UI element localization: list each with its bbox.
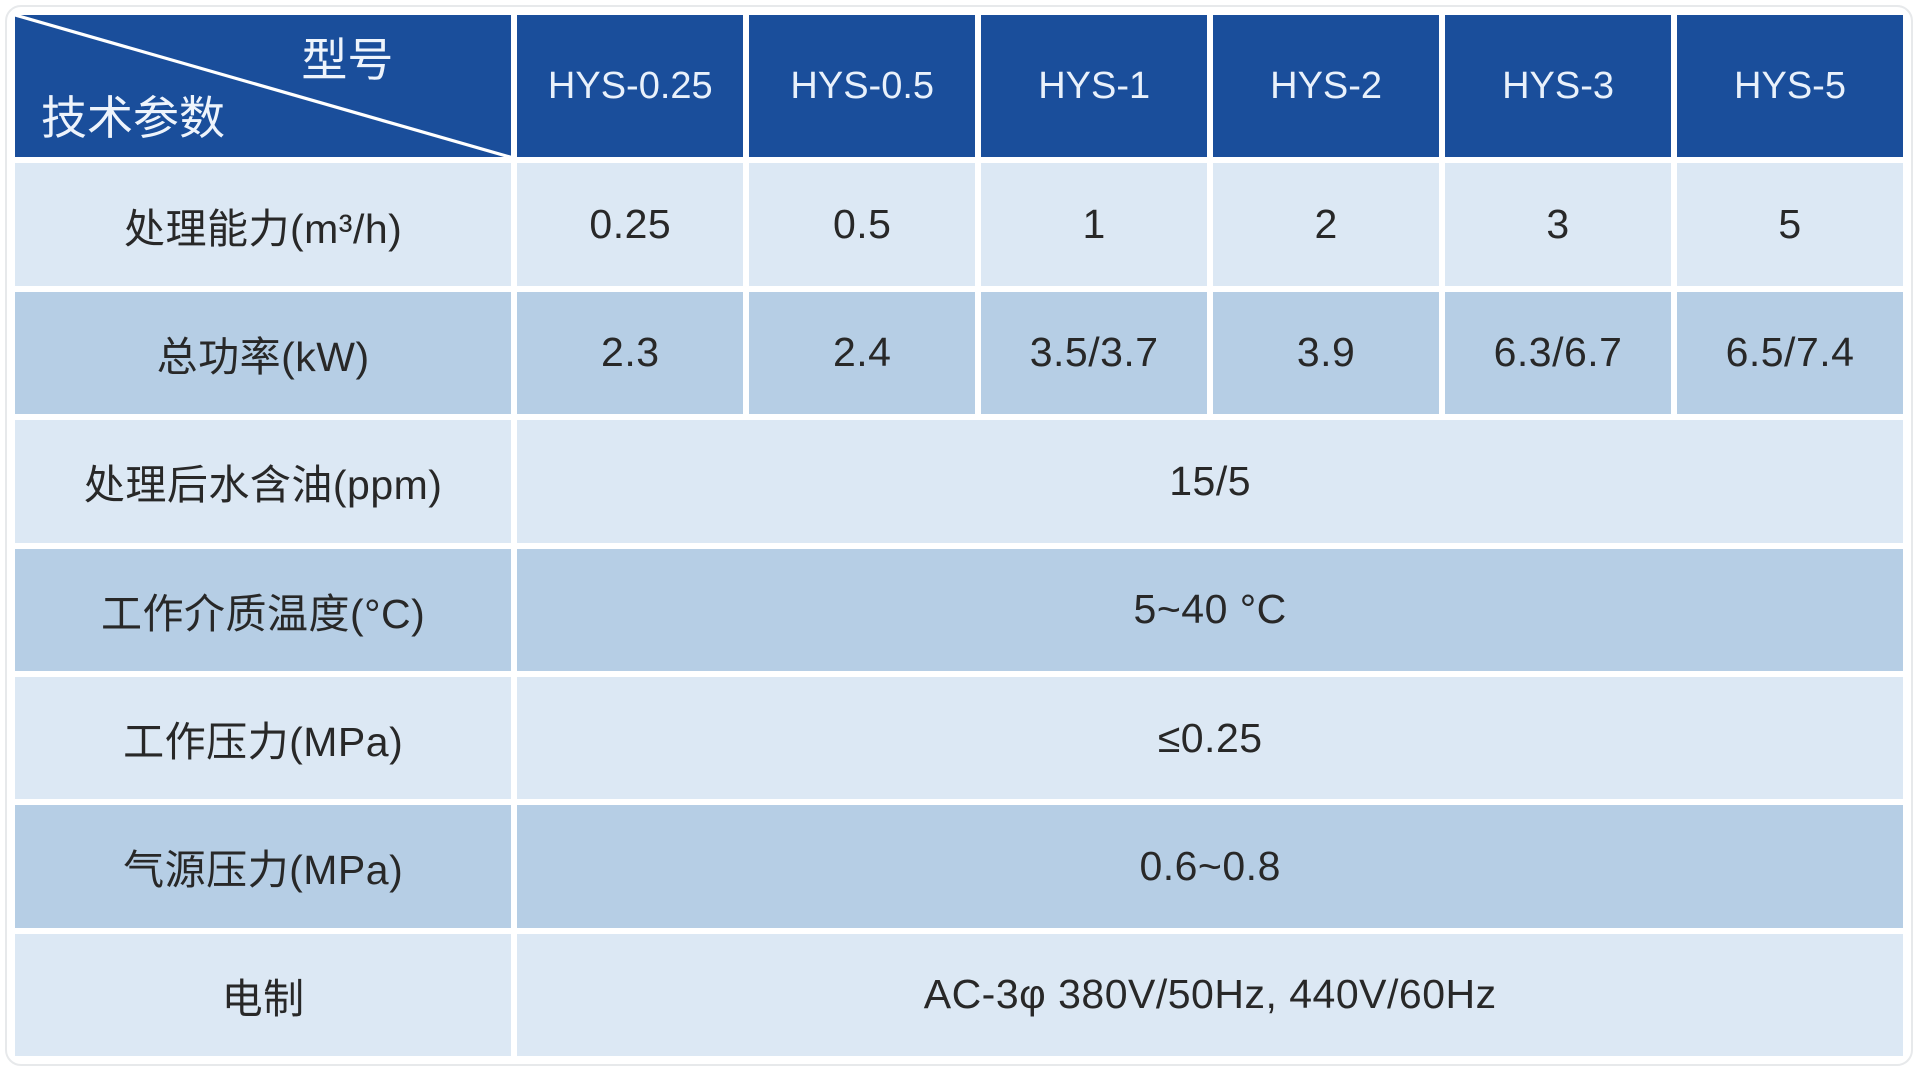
table-row-air-pressure: 气源压力(MPa) 0.6~0.8 <box>15 805 1903 928</box>
column-header-hys-025: HYS-0.25 <box>517 15 744 158</box>
cell-value: 2 <box>1213 163 1440 286</box>
table-row-capacity: 处理能力(m³/h) 0.25 0.5 1 2 3 5 <box>15 163 1903 286</box>
table-row-oil-content: 处理后水含油(ppm) 15/5 <box>15 420 1903 543</box>
cell-value: 6.3/6.7 <box>1445 291 1672 415</box>
spec-table-frame: 型号 技术参数 HYS-0.25 HYS-0.5 HYS-1 HYS-2 HYS… <box>5 5 1913 1066</box>
table-row-medium-temperature: 工作介质温度(°C) 5~40 °C <box>15 548 1903 671</box>
row-label: 气源压力(MPa) <box>15 805 512 928</box>
column-header-hys-1: HYS-1 <box>981 15 1208 158</box>
cell-value: 5 <box>1677 163 1903 286</box>
cell-span-value: AC-3φ 380V/50Hz, 440V/60Hz <box>517 933 1903 1056</box>
column-header-hys-05: HYS-0.5 <box>749 15 976 158</box>
table-row-electrical-system: 电制 AC-3φ 380V/50Hz, 440V/60Hz <box>15 933 1903 1056</box>
corner-params-label: 技术参数 <box>41 92 225 145</box>
corner-header-cell: 型号 技术参数 <box>15 15 512 158</box>
cell-value: 0.25 <box>517 163 744 286</box>
header-row: 型号 技术参数 HYS-0.25 HYS-0.5 HYS-1 HYS-2 HYS… <box>15 15 1903 158</box>
corner-model-label: 型号 <box>301 34 394 86</box>
cell-value: 3 <box>1445 163 1672 286</box>
table-row-power: 总功率(kW) 2.3 2.4 3.5/3.7 3.9 6.3/6.7 6.5/… <box>15 291 1903 415</box>
cell-span-value: 15/5 <box>517 420 1903 543</box>
cell-value: 1 <box>981 163 1208 286</box>
column-header-hys-5: HYS-5 <box>1677 15 1903 158</box>
row-label: 处理能力(m³/h) <box>15 163 512 286</box>
row-label: 工作介质温度(°C) <box>15 548 512 671</box>
cell-value: 6.5/7.4 <box>1677 291 1903 415</box>
row-label: 电制 <box>15 933 512 1056</box>
row-label: 工作压力(MPa) <box>15 676 512 800</box>
cell-value: 2.3 <box>517 291 744 415</box>
row-label: 处理后水含油(ppm) <box>15 420 512 543</box>
cell-span-value: 5~40 °C <box>517 548 1903 671</box>
cell-value: 2.4 <box>749 291 976 415</box>
column-header-hys-2: HYS-2 <box>1213 15 1440 158</box>
diagonal-divider-line <box>15 15 511 157</box>
row-label: 总功率(kW) <box>15 291 512 415</box>
cell-span-value: 0.6~0.8 <box>517 805 1903 928</box>
cell-span-value: ≤0.25 <box>517 676 1903 800</box>
table-row-working-pressure: 工作压力(MPa) ≤0.25 <box>15 676 1903 800</box>
cell-value: 0.5 <box>749 163 976 286</box>
cell-value: 3.5/3.7 <box>981 291 1208 415</box>
cell-value: 3.9 <box>1213 291 1440 415</box>
spec-table: 型号 技术参数 HYS-0.25 HYS-0.5 HYS-1 HYS-2 HYS… <box>9 9 1909 1062</box>
column-header-hys-3: HYS-3 <box>1445 15 1672 158</box>
